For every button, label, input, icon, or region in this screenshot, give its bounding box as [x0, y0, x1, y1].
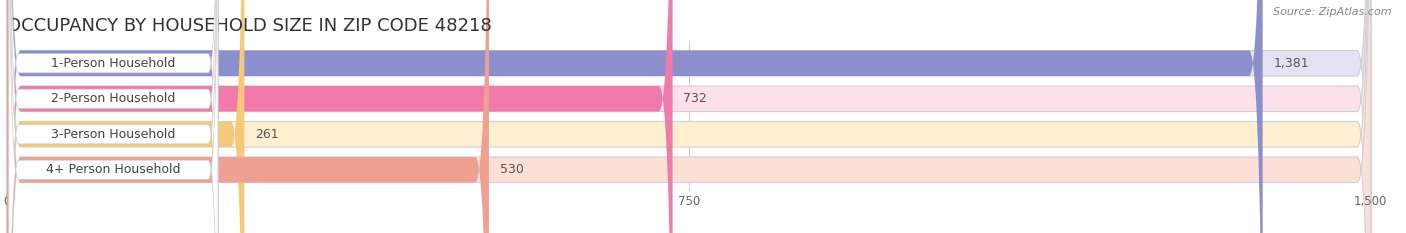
FancyBboxPatch shape [8, 0, 218, 233]
FancyBboxPatch shape [7, 0, 1371, 233]
FancyBboxPatch shape [7, 0, 1371, 233]
Text: 530: 530 [499, 163, 523, 176]
FancyBboxPatch shape [7, 0, 1371, 233]
Text: 732: 732 [683, 92, 707, 105]
FancyBboxPatch shape [8, 0, 218, 233]
FancyBboxPatch shape [7, 0, 245, 233]
Text: OCCUPANCY BY HOUSEHOLD SIZE IN ZIP CODE 48218: OCCUPANCY BY HOUSEHOLD SIZE IN ZIP CODE … [7, 17, 492, 35]
FancyBboxPatch shape [7, 0, 1263, 233]
Text: 1-Person Household: 1-Person Household [51, 57, 176, 70]
Text: 4+ Person Household: 4+ Person Household [46, 163, 180, 176]
FancyBboxPatch shape [8, 0, 218, 233]
Text: Source: ZipAtlas.com: Source: ZipAtlas.com [1274, 7, 1392, 17]
FancyBboxPatch shape [7, 0, 672, 233]
FancyBboxPatch shape [7, 0, 489, 233]
FancyBboxPatch shape [8, 0, 218, 233]
FancyBboxPatch shape [7, 0, 1371, 233]
Text: 3-Person Household: 3-Person Household [51, 128, 176, 141]
Text: 1,381: 1,381 [1274, 57, 1309, 70]
Text: 261: 261 [256, 128, 278, 141]
Text: 2-Person Household: 2-Person Household [51, 92, 176, 105]
